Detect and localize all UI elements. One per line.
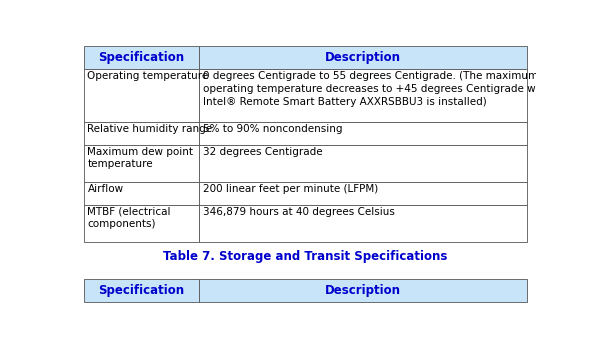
Text: Maximum dew point
temperature: Maximum dew point temperature — [88, 147, 194, 169]
Text: Specification: Specification — [98, 51, 184, 64]
Text: Table 7. Storage and Transit Specifications: Table 7. Storage and Transit Specificati… — [163, 250, 448, 263]
Bar — [199, 205, 527, 242]
Text: 32 degrees Centigrade: 32 degrees Centigrade — [203, 147, 322, 157]
Bar — [83, 279, 199, 302]
Bar — [83, 46, 199, 69]
Text: Airflow: Airflow — [88, 184, 123, 194]
Text: Description: Description — [325, 51, 401, 64]
Bar — [199, 122, 527, 145]
Text: Operating temperature: Operating temperature — [88, 71, 209, 81]
Text: 200 linear feet per minute (LFPM): 200 linear feet per minute (LFPM) — [203, 184, 378, 194]
Text: MTBF (electrical
components): MTBF (electrical components) — [88, 207, 171, 229]
Bar — [83, 145, 199, 182]
Bar — [199, 46, 527, 69]
Bar — [199, 279, 527, 302]
Text: 5% to 90% noncondensing: 5% to 90% noncondensing — [203, 124, 342, 134]
Bar — [83, 122, 199, 145]
Bar — [199, 182, 527, 205]
Bar — [83, 205, 199, 242]
Text: Description: Description — [325, 284, 401, 297]
Bar — [199, 69, 527, 122]
Bar — [83, 69, 199, 122]
Text: Relative humidity range: Relative humidity range — [88, 124, 213, 134]
Bar — [199, 145, 527, 182]
Text: 346,879 hours at 40 degrees Celsius: 346,879 hours at 40 degrees Celsius — [203, 207, 395, 217]
Text: Specification: Specification — [98, 284, 184, 297]
Bar — [83, 182, 199, 205]
Text: 0 degrees Centigrade to 55 degrees Centigrade. (The maximum
operating temperatur: 0 degrees Centigrade to 55 degrees Centi… — [203, 71, 575, 107]
